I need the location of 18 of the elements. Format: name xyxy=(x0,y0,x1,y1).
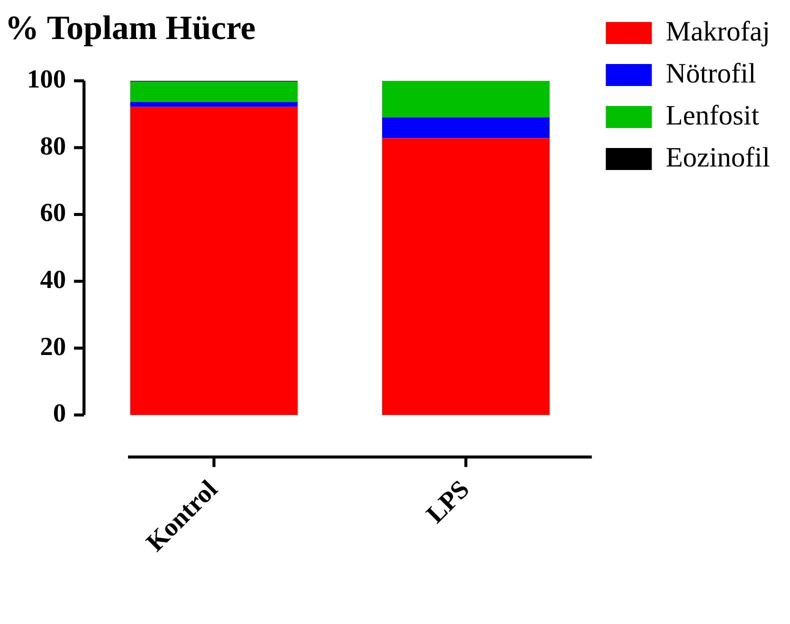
x-tick-label: LPS xyxy=(420,474,475,529)
legend-label: Lenfosit xyxy=(666,100,760,132)
bar xyxy=(382,80,550,118)
y-tick-label: 100 xyxy=(27,64,66,94)
bar xyxy=(130,102,298,107)
bar xyxy=(382,117,550,138)
y-tick-label: 0 xyxy=(53,398,66,428)
legend-label: Eozinofil xyxy=(666,142,770,174)
bar xyxy=(382,138,550,415)
legend-label: Nötrofil xyxy=(666,58,756,90)
y-tick-label: 80 xyxy=(40,131,66,160)
legend-label: Makrofaj xyxy=(666,16,770,48)
y-tick-label: 60 xyxy=(40,198,66,228)
y-tick-label: 40 xyxy=(40,265,66,294)
bar xyxy=(130,82,298,102)
chart-title: % Toplam Hücre xyxy=(5,10,256,48)
bar xyxy=(130,106,298,415)
y-tick-label: 20 xyxy=(40,332,66,361)
